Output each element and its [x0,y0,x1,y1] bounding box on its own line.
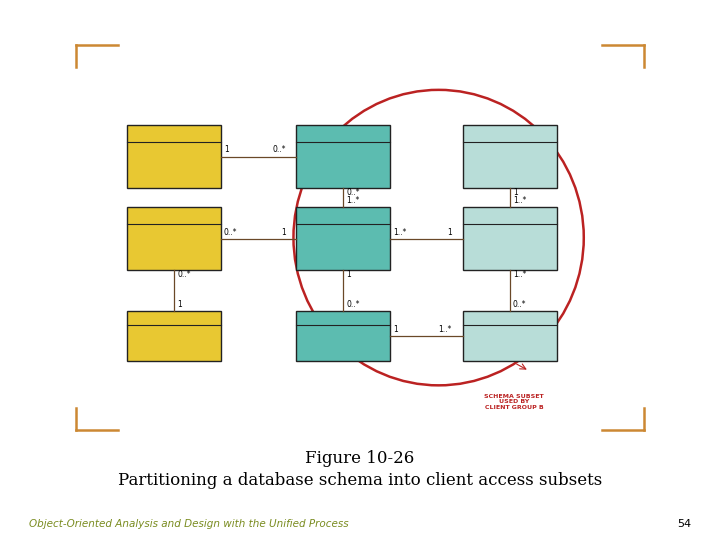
Text: 1: 1 [448,227,452,237]
Text: 0..*: 0..* [513,300,526,309]
Bar [463,207,557,271]
Text: SCHEMA SUBSET
USED BY
CLIENT GROUP A: SCHEMA SUBSET USED BY CLIENT GROUP A [149,394,202,410]
Text: 1..*: 1..* [346,196,360,205]
Text: 0..*: 0..* [272,145,286,154]
Text: Partitioning a database schema into client access subsets: Partitioning a database schema into clie… [118,472,602,489]
Text: 1..*: 1..* [513,196,526,205]
Text: 1: 1 [513,187,518,197]
Text: 0..*: 0..* [346,300,360,309]
Text: 1: 1 [282,227,286,237]
Text: 54: 54 [677,519,691,529]
Text: 1: 1 [177,300,181,309]
Text: 1..*: 1..* [438,325,452,334]
Text: 0..*: 0..* [177,269,191,279]
Text: SCHEMA SUBSET
USED BY
CLIENT GROUP B: SCHEMA SUBSET USED BY CLIENT GROUP B [485,394,544,410]
Bar [297,207,390,271]
Text: 0..*: 0..* [346,187,360,197]
Text: 1: 1 [346,269,351,279]
Text: Object-Oriented Analysis and Design with the Unified Process: Object-Oriented Analysis and Design with… [29,519,348,529]
Bar [127,312,221,361]
Text: 1: 1 [224,145,229,154]
Bar [127,207,221,271]
Text: 1..*: 1..* [393,227,407,237]
Bar [127,125,221,188]
Bar [297,125,390,188]
Text: Figure 10-26: Figure 10-26 [305,450,415,467]
Bar [463,125,557,188]
Text: 0..*: 0..* [224,227,238,237]
Bar [297,312,390,361]
Text: 1: 1 [393,325,398,334]
Bar [463,312,557,361]
Text: 1..*: 1..* [513,269,526,279]
